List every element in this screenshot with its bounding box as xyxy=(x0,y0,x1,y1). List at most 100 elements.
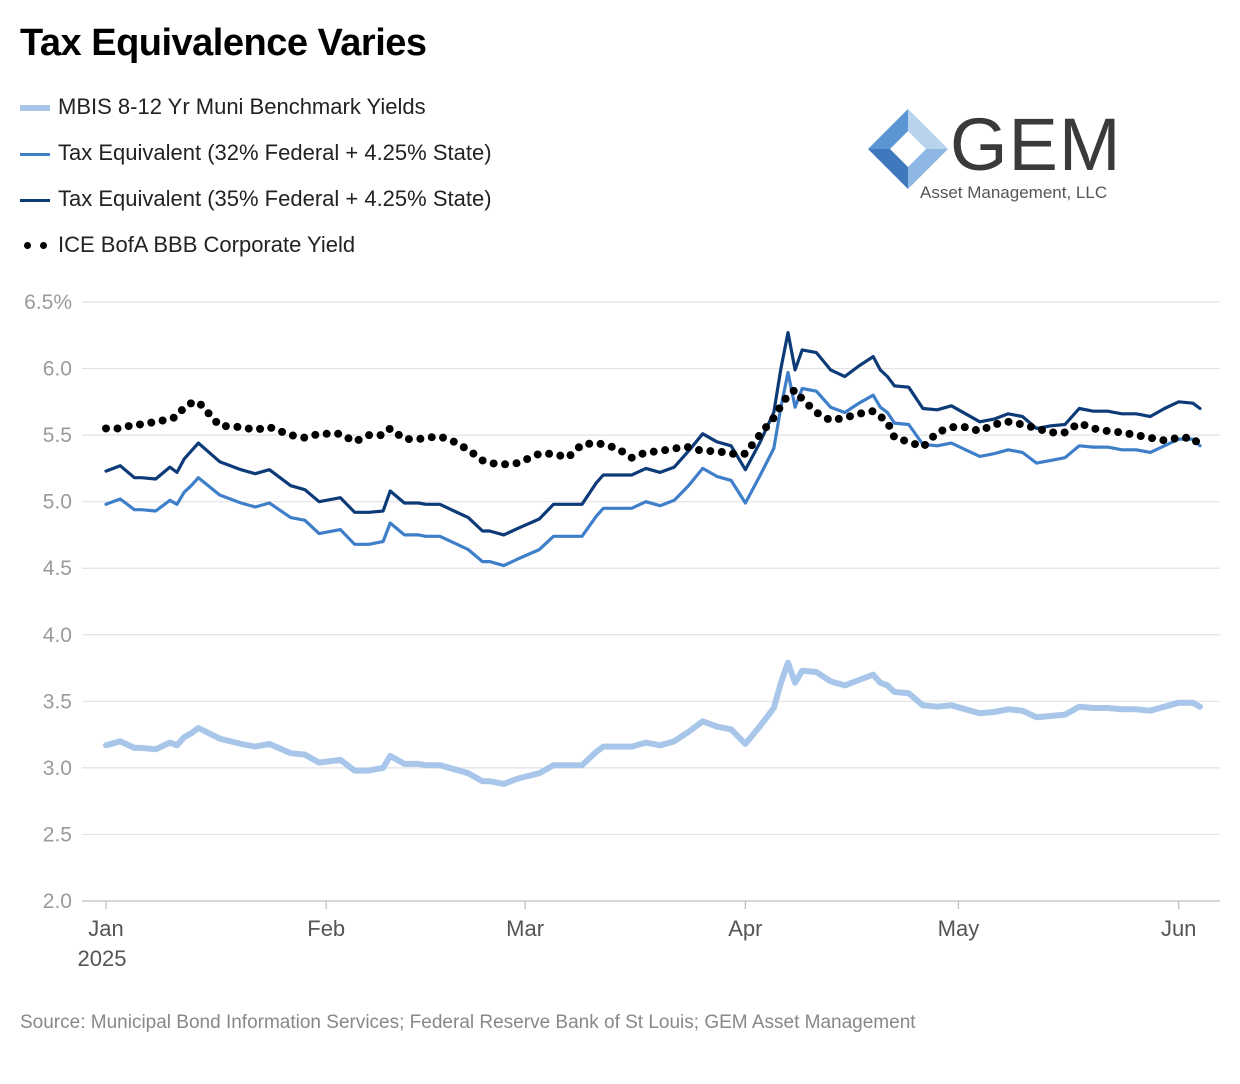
bbb-point xyxy=(135,420,144,429)
bbb-point xyxy=(938,426,947,435)
bbb-point xyxy=(596,439,605,448)
x-year-label: 2025 xyxy=(78,946,127,971)
bbb-point xyxy=(1070,422,1079,431)
bbb-point xyxy=(204,409,213,418)
bbb-point xyxy=(459,443,468,452)
x-tick-label: Jun xyxy=(1161,916,1196,941)
bbb-point xyxy=(233,422,242,431)
y-tick-label: 5.5 xyxy=(43,424,72,447)
legend-label-bbb: ICE BofA BBB Corporate Yield xyxy=(58,232,356,257)
bbb-point xyxy=(278,427,287,436)
bbb-point xyxy=(449,437,458,446)
y-tick-label: 3.0 xyxy=(43,757,72,780)
bbb-point xyxy=(823,414,832,423)
bbb-point xyxy=(729,449,738,458)
bbb-point xyxy=(365,431,374,440)
y-tick-label: 6.5% xyxy=(24,291,72,314)
bbb-point xyxy=(929,432,938,441)
bbb-point xyxy=(427,433,436,442)
bbb-point xyxy=(877,413,886,422)
bbb-point xyxy=(789,386,798,395)
bbb-point xyxy=(694,446,703,455)
bbb-point xyxy=(661,446,670,455)
gem-diamond-icon xyxy=(868,109,948,189)
bbb-point xyxy=(439,433,448,442)
bbb-point xyxy=(1015,419,1024,428)
bbb-point xyxy=(545,449,554,458)
bbb-point xyxy=(1004,417,1013,426)
bbb-point xyxy=(556,451,565,460)
gem-logo: GEM Asset Management, LLC xyxy=(866,105,1126,210)
bbb-point xyxy=(574,443,583,452)
bbb-point xyxy=(469,449,478,458)
series-line-2 xyxy=(104,331,1202,537)
legend-label-tax35: Tax Equivalent (35% Federal + 4.25% Stat… xyxy=(58,186,492,211)
y-tick-label: 5.0 xyxy=(43,491,72,514)
bbb-point xyxy=(311,430,320,439)
bbb-point xyxy=(885,421,894,430)
bbb-point xyxy=(834,414,843,423)
bbb-point xyxy=(775,404,784,413)
bbb-point xyxy=(1102,426,1111,435)
bbb-point xyxy=(489,459,498,468)
bbb-point xyxy=(762,423,771,432)
bbb-point xyxy=(910,440,919,449)
bbb-point xyxy=(102,424,110,433)
bbb-point xyxy=(618,447,627,456)
bbb-point xyxy=(900,436,909,445)
bbb-point xyxy=(960,423,969,432)
bbb-point xyxy=(1026,422,1035,431)
bbb-point xyxy=(512,459,521,468)
chart-series xyxy=(102,331,1203,787)
bbb-point xyxy=(533,450,542,459)
bbb-point xyxy=(385,424,394,433)
bbb-point xyxy=(607,442,616,451)
bbb-point xyxy=(1159,436,1168,445)
bbb-point xyxy=(1136,431,1145,440)
bbb-point xyxy=(288,431,297,440)
bbb-point xyxy=(478,456,487,465)
bbb-point xyxy=(244,424,253,433)
legend-swatch-muni xyxy=(20,105,50,111)
bbb-point xyxy=(113,424,122,433)
bbb-point xyxy=(627,453,636,462)
bbb-point xyxy=(566,451,575,460)
bbb-point xyxy=(1037,425,1046,434)
bbb-point xyxy=(221,422,230,431)
bbb-point xyxy=(322,429,331,438)
bbb-point xyxy=(1080,421,1089,430)
bbb-point xyxy=(769,414,778,423)
bbb-point xyxy=(857,409,866,418)
bbb-point xyxy=(813,409,822,418)
bbb-point xyxy=(394,430,403,439)
bbb-point xyxy=(740,449,749,458)
bbb-point xyxy=(993,419,1002,428)
x-tick-label: Feb xyxy=(307,916,345,941)
x-axis-ticks: Jan Feb Mar Apr May Jun 2025 xyxy=(78,901,1196,971)
bbb-point xyxy=(638,449,647,458)
bbb-point xyxy=(797,393,806,402)
y-tick-label: 4.0 xyxy=(43,624,72,647)
bbb-point xyxy=(868,407,877,416)
bbb-point xyxy=(256,424,265,433)
bbb-point xyxy=(300,433,309,442)
bbb-point xyxy=(706,447,715,456)
bbb-point xyxy=(1192,437,1201,446)
series-line-1 xyxy=(104,370,1202,568)
bbb-point xyxy=(585,439,594,448)
bbb-point xyxy=(523,455,532,464)
bbb-point xyxy=(1114,428,1123,437)
bbb-point xyxy=(186,399,195,408)
bbb-point xyxy=(1125,429,1134,438)
x-tick-label: May xyxy=(938,916,980,941)
bbb-point xyxy=(845,412,854,421)
y-tick-label: 3.5 xyxy=(43,690,72,713)
bbb-point xyxy=(971,426,980,435)
bbb-point xyxy=(354,435,363,444)
bbb-point xyxy=(376,431,385,440)
bbb-point xyxy=(267,423,276,432)
bbb-point xyxy=(196,400,205,409)
x-tick-label: Mar xyxy=(506,916,544,941)
legend-label-tax32: Tax Equivalent (32% Federal + 4.25% Stat… xyxy=(58,140,492,165)
bbb-point xyxy=(334,429,343,438)
